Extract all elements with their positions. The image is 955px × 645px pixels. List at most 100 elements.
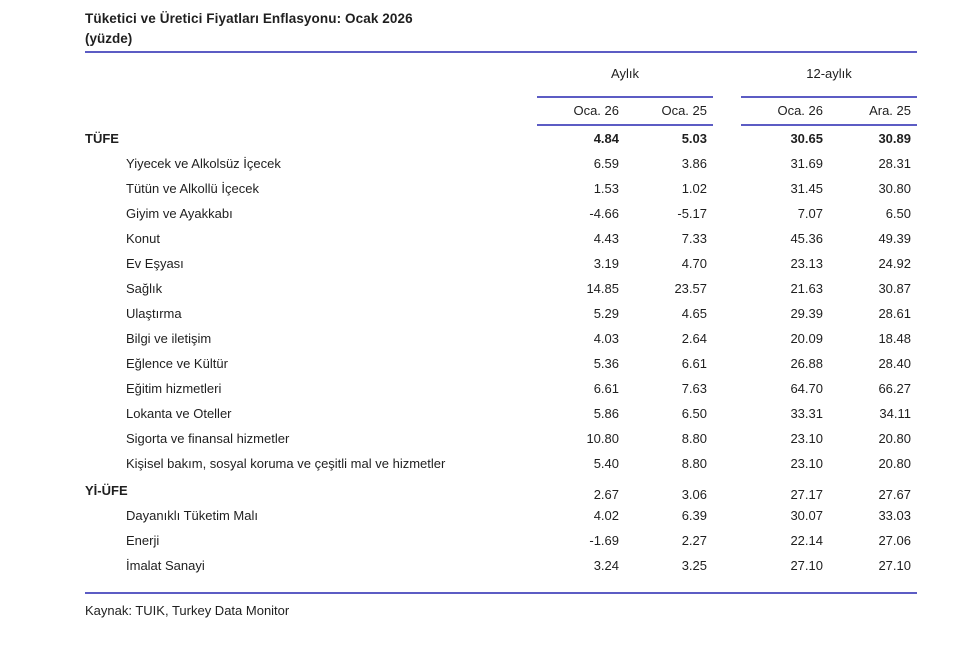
column-header: Oca. 25 (661, 103, 707, 118)
value-12month-current: 23.10 (790, 456, 823, 471)
table-row: Eğitim hizmetleri 6.61 7.63 64.70 66.27 (85, 381, 917, 406)
inflation-table: Tüketici ve Üretici Fiyatları Enflasyonu… (85, 9, 917, 618)
divider (85, 51, 917, 53)
table-row: TÜFE 4.84 5.03 30.65 30.89 (85, 131, 917, 156)
table-row: Yİ-ÜFE 2.67 3.06 27.17 27.67 (85, 483, 917, 508)
divider (537, 124, 713, 126)
divider (85, 592, 917, 594)
column-group-monthly: Aylık Oca. 26 Oca. 25 (537, 66, 713, 126)
row-label: Sigorta ve finansal hizmetler (126, 431, 290, 446)
value-monthly-current: 4.84 (593, 131, 619, 146)
divider (537, 96, 713, 98)
column-header: Oca. 26 (573, 103, 619, 118)
value-12month-current: 31.69 (790, 156, 823, 171)
table-row: Eğlence ve Kültür 5.36 6.61 26.88 28.40 (85, 356, 917, 381)
value-12month-prior: 28.61 (878, 306, 911, 321)
value-12month-prior: 27.06 (878, 533, 911, 548)
value-monthly-prior: 3.25 (681, 558, 707, 573)
subcolumn-headers: Oca. 26 Ara. 25 (741, 98, 917, 124)
column-group-12month: 12-aylık Oca. 26 Ara. 25 (741, 66, 917, 126)
value-12month-prior: 30.80 (878, 181, 911, 196)
value-12month-prior: 49.39 (878, 231, 911, 246)
row-label: Eğlence ve Kültür (126, 356, 228, 371)
value-monthly-current: 14.85 (586, 281, 619, 296)
value-monthly-current: 3.24 (593, 558, 619, 573)
divider (741, 124, 917, 126)
row-label: Bilgi ve iletişim (126, 331, 212, 346)
row-label: Kişisel bakım, sosyal koruma ve çeşitli … (126, 456, 446, 471)
value-monthly-prior: 8.80 (681, 431, 707, 446)
value-12month-current: 27.10 (790, 558, 823, 573)
row-label: Yiyecek ve Alkolsüz İçecek (126, 156, 281, 171)
row-label: Tütün ve Alkollü İçecek (126, 181, 259, 196)
value-12month-prior: 30.87 (878, 281, 911, 296)
row-label: Yİ-ÜFE (85, 483, 128, 498)
column-header: Oca. 26 (777, 103, 823, 118)
table-row: Enerji -1.69 2.27 22.14 27.06 (85, 533, 917, 558)
value-monthly-current: 4.43 (593, 231, 619, 246)
value-monthly-prior: 6.39 (681, 508, 707, 523)
value-12month-prior: 28.31 (878, 156, 911, 171)
row-label: Ev Eşyası (126, 256, 184, 271)
row-label: Giyim ve Ayakkabı (126, 206, 233, 221)
value-12month-current: 26.88 (790, 356, 823, 371)
value-12month-prior: 27.10 (878, 558, 911, 573)
label-column-spacer (85, 66, 537, 126)
value-12month-current: 21.63 (790, 281, 823, 296)
value-monthly-prior: 5.03 (681, 131, 707, 146)
value-monthly-prior: 2.64 (681, 331, 707, 346)
value-monthly-prior: 23.57 (674, 281, 707, 296)
table-header: Aylık Oca. 26 Oca. 25 12-aylık Oca. 26 A… (85, 66, 917, 126)
value-12month-current: 29.39 (790, 306, 823, 321)
value-monthly-current: -4.66 (589, 206, 619, 221)
value-12month-prior: 18.48 (878, 331, 911, 346)
value-12month-prior: 28.40 (878, 356, 911, 371)
value-monthly-current: 5.29 (593, 306, 619, 321)
column-group-label: 12-aylık (806, 66, 852, 81)
value-12month-current: 33.31 (790, 406, 823, 421)
table-row: Konut 4.43 7.33 45.36 49.39 (85, 231, 917, 256)
value-12month-current: 23.13 (790, 256, 823, 271)
row-label: Dayanıklı Tüketim Malı (126, 508, 258, 523)
value-12month-prior: 30.89 (878, 131, 911, 146)
row-label: İmalat Sanayi (126, 558, 205, 573)
source-note: Kaynak: TUIK, Turkey Data Monitor (85, 603, 290, 618)
row-label: Ulaştırma (126, 306, 182, 321)
value-12month-prior: 34.11 (879, 406, 911, 421)
value-monthly-current: 4.02 (593, 508, 619, 523)
value-monthly-prior: 4.65 (681, 306, 707, 321)
value-12month-current: 23.10 (790, 431, 823, 446)
value-monthly-prior: -5.17 (677, 206, 707, 221)
row-label: Lokanta ve Oteller (126, 406, 232, 421)
row-label: Enerji (126, 533, 160, 548)
table-body: TÜFE 4.84 5.03 30.65 30.89 Yiyecek ve Al… (85, 131, 917, 583)
value-monthly-prior: 8.80 (681, 456, 707, 471)
value-monthly-prior: 6.61 (681, 356, 707, 371)
value-monthly-prior: 7.33 (681, 231, 707, 246)
value-12month-current: 7.07 (797, 206, 823, 221)
table-row: Ulaştırma 5.29 4.65 29.39 28.61 (85, 306, 917, 331)
value-monthly-current: 6.61 (593, 381, 619, 396)
value-monthly-prior: 1.02 (681, 181, 707, 196)
value-12month-prior: 66.27 (878, 381, 911, 396)
row-label: Konut (126, 231, 160, 246)
value-monthly-current: 6.59 (593, 156, 619, 171)
value-monthly-prior: 7.63 (681, 381, 707, 396)
value-12month-prior: 27.67 (878, 487, 911, 502)
value-12month-prior: 33.03 (878, 508, 911, 523)
table-row: Kişisel bakım, sosyal koruma ve çeşitli … (85, 456, 917, 481)
value-12month-current: 30.07 (790, 508, 823, 523)
value-12month-prior: 24.92 (878, 256, 911, 271)
column-group-gap (713, 66, 741, 126)
table-row: Sağlık 14.85 23.57 21.63 30.87 (85, 281, 917, 306)
value-12month-prior: 6.50 (885, 206, 911, 221)
row-label: TÜFE (85, 131, 119, 146)
value-monthly-current: 10.80 (586, 431, 619, 446)
value-12month-current: 64.70 (790, 381, 823, 396)
page-title: Tüketici ve Üretici Fiyatları Enflasyonu… (85, 11, 413, 26)
value-12month-current: 45.36 (790, 231, 823, 246)
page-subtitle: (yüzde) (85, 31, 133, 46)
row-label: Eğitim hizmetleri (126, 381, 222, 396)
value-monthly-current: 5.86 (593, 406, 619, 421)
value-monthly-prior: 2.27 (681, 533, 707, 548)
